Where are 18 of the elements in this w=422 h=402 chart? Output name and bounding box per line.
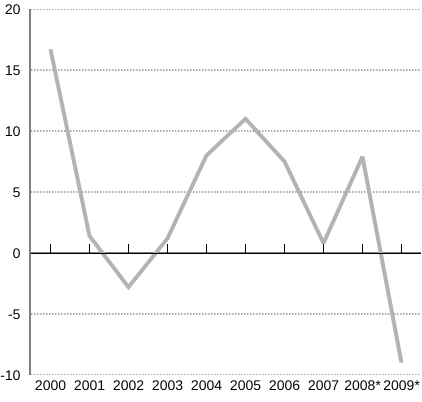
x-tick-label: 2006 [268,377,300,393]
x-tick-label: 2003 [152,377,184,393]
y-tick-label: -5 [8,306,21,322]
x-tick-label: 2004 [190,377,222,393]
y-tick-label: 0 [12,244,21,261]
y-tick-label: 10 [4,122,21,139]
x-tick-label: 2001 [74,377,106,393]
y-tick-label: -10 [0,366,21,383]
y-tick-label: 5 [12,184,21,200]
x-tick-label: 2008* [344,377,382,393]
x-tick-label: 2007 [308,377,340,393]
x-tick-label: 2000 [34,377,66,393]
line-series [48,47,404,365]
x-tick-label: 2009* [383,377,420,393]
y-tick-label: 20 [4,0,21,17]
x-tick-label: 2005 [230,377,262,393]
x-tick-label: 2002 [112,377,144,393]
y-tick-label: 15 [4,62,21,78]
